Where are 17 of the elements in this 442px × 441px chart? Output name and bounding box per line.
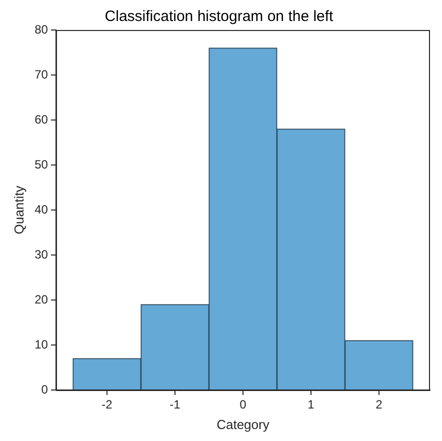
y-tick-label: 60 [34, 112, 48, 126]
y-tick-label: 70 [34, 67, 48, 82]
x-tick-label: -2 [102, 398, 113, 412]
y-tick-label: 50 [34, 157, 48, 172]
y-tick-label: 10 [34, 337, 48, 352]
chart-title: Classification histogram on the left [104, 8, 334, 26]
y-tick-label: 20 [34, 292, 48, 306]
x-tick-label: 2 [376, 398, 383, 412]
y-tick-label: 30 [34, 247, 48, 262]
y-tick-label: 0 [41, 382, 48, 396]
y-axis-title: Quantity [11, 185, 26, 234]
x-tick-label: -1 [170, 398, 181, 412]
y-tick-label: 80 [34, 22, 48, 36]
x-tick-label: 0 [240, 398, 247, 412]
y-tick-label: 40 [34, 202, 48, 216]
x-tick-label: 1 [308, 398, 315, 412]
x-axis-title: Category [216, 416, 270, 432]
